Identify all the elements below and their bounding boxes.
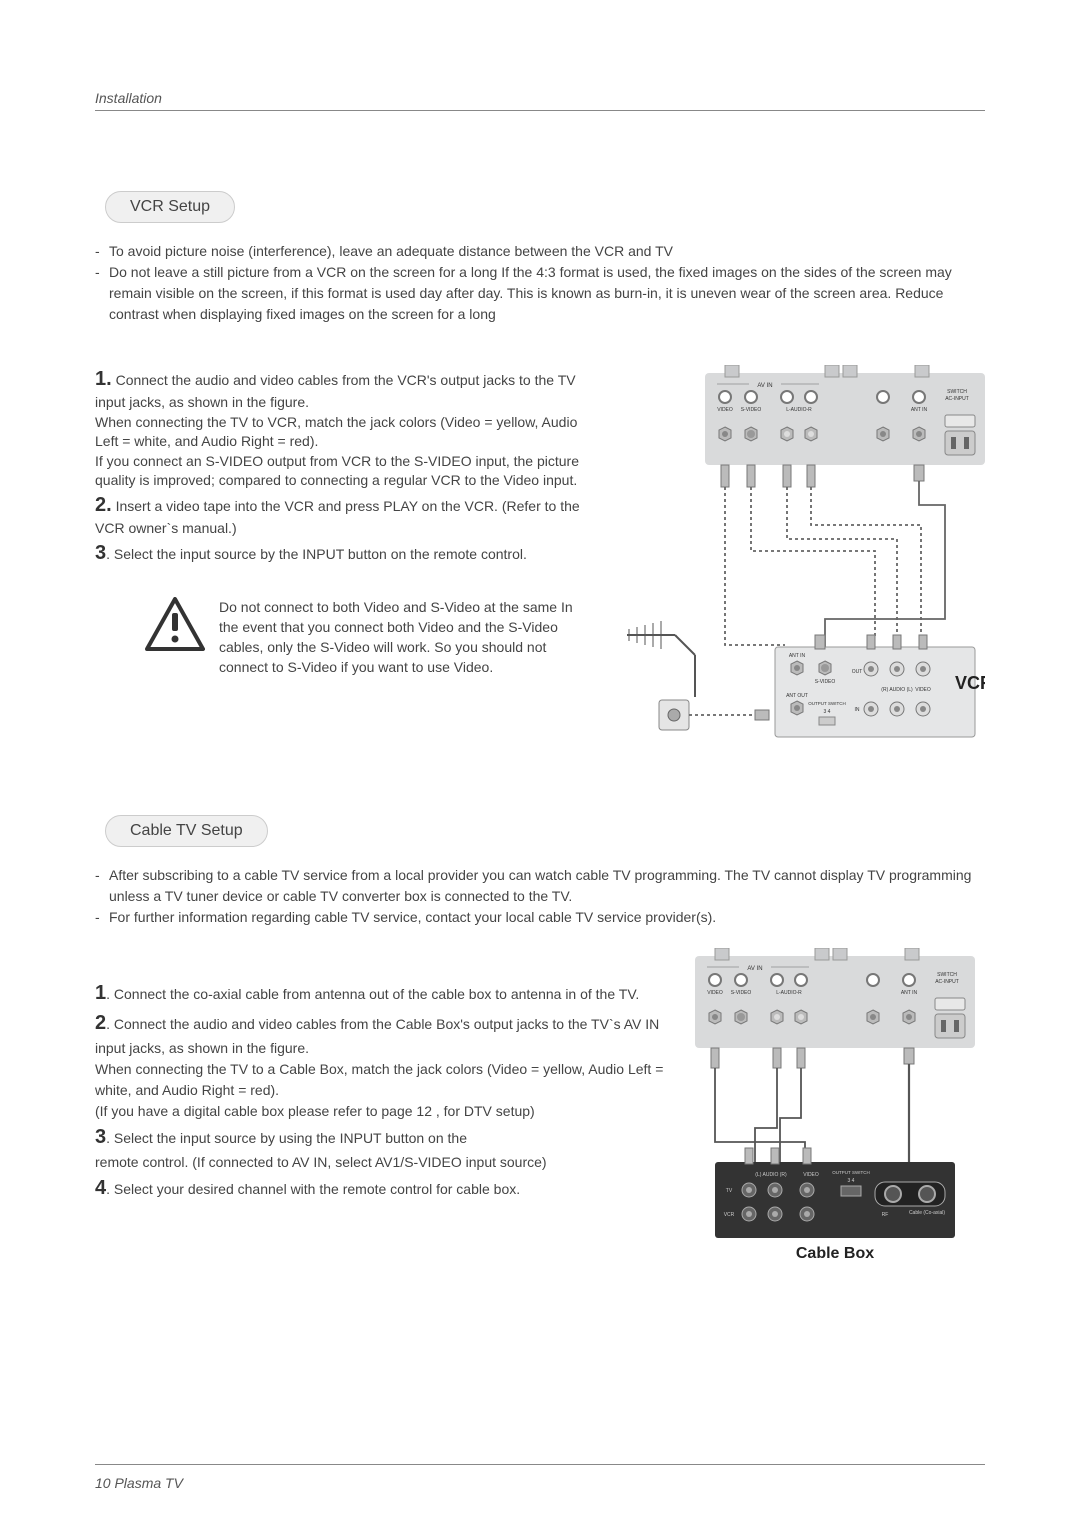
dash: - xyxy=(95,907,109,928)
step-number-1: 1. xyxy=(95,368,112,390)
svg-text:OUTPUT SWITCH: OUTPUT SWITCH xyxy=(832,1170,869,1175)
svg-text:AV IN: AV IN xyxy=(747,966,762,972)
svg-text:L-AUDIO-R: L-AUDIO-R xyxy=(776,990,802,996)
header-rule xyxy=(95,110,985,111)
cable-step2a: Connect the audio and video cables from … xyxy=(95,1016,659,1056)
vcr-instructions: 1. Connect the audio and video cables fr… xyxy=(95,365,595,775)
cable-step1: Connect the co-axial cable from antenna … xyxy=(114,986,639,1002)
warning-text: Do not connect to both Video and S-Video… xyxy=(219,597,575,678)
cable-note-2: For further information regarding cable … xyxy=(109,907,985,928)
svg-text:ANT IN: ANT IN xyxy=(901,990,918,996)
vcr-notes: -To avoid picture noise (interference), … xyxy=(95,241,985,325)
svg-text:3 4: 3 4 xyxy=(824,709,831,715)
vcr-section-title: VCR Setup xyxy=(105,191,235,223)
cable-box-label: Cable Box xyxy=(796,1245,874,1262)
vcr-connection-diagram: AV IN SWITCH AC-INPUT VIDEO S-VIDEO L-AU xyxy=(615,365,985,775)
step-number-c4: 4 xyxy=(95,1177,106,1199)
svg-text:SWITCH: SWITCH xyxy=(937,972,957,978)
svg-text:OUTPUT SWITCH: OUTPUT SWITCH xyxy=(808,701,845,706)
cable-instructions: 1. Connect the co-axial cable from anten… xyxy=(95,948,665,1273)
warning-block: Do not connect to both Video and S-Video… xyxy=(95,597,595,678)
svg-text:RF: RF xyxy=(882,1212,889,1218)
dash: - xyxy=(95,262,109,325)
svg-text:AV IN: AV IN xyxy=(757,383,772,389)
vcr-step1b: When connecting the TV to VCR, match the… xyxy=(95,413,595,452)
step-number-2: 2. xyxy=(95,494,112,516)
step-number-c3: 3 xyxy=(95,1126,106,1148)
svg-text:TV: TV xyxy=(726,1188,733,1194)
svg-text:(L) AUDIO (R): (L) AUDIO (R) xyxy=(755,1172,787,1178)
svg-text:(R) AUDIO (L): (R) AUDIO (L) xyxy=(881,687,913,693)
svg-text:IN: IN xyxy=(855,707,860,713)
cable-diagram: AV IN SWITCH AC-INPUT VIDEO S-VIDEO L-AU… xyxy=(685,948,985,1273)
cable-note-1: After subscribing to a cable TV service … xyxy=(109,865,985,907)
svg-text:S-VIDEO: S-VIDEO xyxy=(741,407,762,413)
footer-rule xyxy=(95,1464,985,1465)
cable-step4: Select your desired channel with the rem… xyxy=(114,1181,520,1197)
svg-text:VIDEO: VIDEO xyxy=(707,990,723,996)
warning-triangle-icon xyxy=(145,597,205,678)
step-number-c2: 2 xyxy=(95,1012,106,1034)
svg-text:ANT IN: ANT IN xyxy=(789,653,806,659)
vcr-note-2: Do not leave a still picture from a VCR … xyxy=(109,262,985,325)
svg-text:AC-INPUT: AC-INPUT xyxy=(945,396,969,402)
cable-step2b: When connecting the TV to a Cable Box, m… xyxy=(95,1059,665,1101)
svg-text:ANT IN: ANT IN xyxy=(911,407,928,413)
vcr-device-label: VCR xyxy=(955,673,985,693)
cable-step3b: remote control. (If connected to AV IN, … xyxy=(95,1154,547,1170)
cable-setup-section: Cable TV Setup -After subscribing to a c… xyxy=(95,815,985,1273)
cable-notes: -After subscribing to a cable TV service… xyxy=(95,865,985,928)
vcr-setup-section: VCR Setup -To avoid picture noise (inter… xyxy=(95,191,985,775)
step-number-3: 3 xyxy=(95,542,106,564)
vcr-step1a: Connect the audio and video cables from … xyxy=(95,372,576,410)
svg-text:ANT OUT: ANT OUT xyxy=(786,693,808,699)
vcr-note-1: To avoid picture noise (interference), l… xyxy=(109,241,985,262)
vcr-step1c: If you connect an S-VIDEO output from VC… xyxy=(95,452,595,491)
svg-text:S-VIDEO: S-VIDEO xyxy=(815,679,836,685)
svg-text:L-AUDIO-R: L-AUDIO-R xyxy=(786,407,812,413)
vcr-step3: Select the input source by the INPUT but… xyxy=(114,546,527,562)
dash: - xyxy=(95,241,109,262)
svg-text:Cable (Co-axial): Cable (Co-axial) xyxy=(909,1210,945,1216)
cable-step2c: (If you have a digital cable box please … xyxy=(95,1101,665,1122)
vcr-diagram: AV IN SWITCH AC-INPUT VIDEO S-VIDEO L-AU xyxy=(615,365,985,775)
page-header-section: Installation xyxy=(95,90,985,106)
svg-text:VIDEO: VIDEO xyxy=(803,1172,819,1178)
step-number-c1: 1 xyxy=(95,982,106,1004)
cable-content-row: 1. Connect the co-axial cable from anten… xyxy=(95,948,985,1273)
svg-text:VCR: VCR xyxy=(724,1212,735,1218)
svg-text:AC-INPUT: AC-INPUT xyxy=(935,979,959,985)
svg-text:OUT: OUT xyxy=(852,669,863,675)
cable-step3a: Select the input source by using the INP… xyxy=(114,1130,467,1146)
vcr-content-row: 1. Connect the audio and video cables fr… xyxy=(95,365,985,775)
dash: - xyxy=(95,865,109,907)
svg-text:S-VIDEO: S-VIDEO xyxy=(731,990,752,996)
cable-connection-diagram: AV IN SWITCH AC-INPUT VIDEO S-VIDEO L-AU… xyxy=(685,948,985,1268)
vcr-step2: Insert a video tape into the VCR and pre… xyxy=(95,498,580,536)
svg-text:SWITCH: SWITCH xyxy=(947,389,967,395)
svg-text:3 4: 3 4 xyxy=(848,1178,855,1184)
footer-page-label: 10 Plasma TV xyxy=(95,1475,985,1491)
cable-section-title: Cable TV Setup xyxy=(105,815,268,847)
svg-text:VIDEO: VIDEO xyxy=(915,687,931,693)
svg-text:VIDEO: VIDEO xyxy=(717,407,733,413)
